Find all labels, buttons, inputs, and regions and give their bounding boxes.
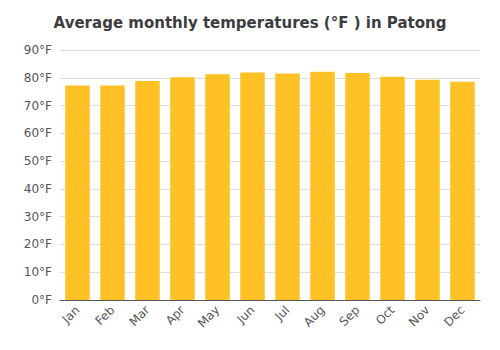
svg-text:0°F: 0°F: [31, 293, 52, 307]
svg-text:70°F: 70°F: [24, 99, 52, 113]
svg-text:Apr: Apr: [163, 303, 188, 328]
svg-text:20°F: 20°F: [24, 237, 52, 251]
svg-text:Jul: Jul: [272, 303, 293, 324]
svg-text:50°F: 50°F: [24, 154, 52, 168]
svg-text:Oct: Oct: [373, 303, 398, 328]
svg-text:Dec: Dec: [441, 303, 467, 329]
svg-text:40°F: 40°F: [24, 182, 52, 196]
svg-text:Feb: Feb: [93, 303, 118, 328]
svg-text:May: May: [195, 303, 222, 330]
svg-text:Nov: Nov: [406, 303, 432, 329]
svg-text:Aug: Aug: [301, 303, 327, 329]
svg-text:90°F: 90°F: [24, 43, 52, 57]
svg-text:Mar: Mar: [127, 303, 153, 329]
svg-text:10°F: 10°F: [24, 265, 52, 279]
svg-text:Sep: Sep: [337, 303, 363, 329]
svg-text:60°F: 60°F: [24, 126, 52, 140]
svg-text:Average monthly temperatures (: Average monthly temperatures (°F ) in Pa…: [54, 14, 447, 32]
svg-text:30°F: 30°F: [24, 210, 52, 224]
svg-text:Jun: Jun: [234, 303, 258, 327]
svg-text:Jan: Jan: [59, 303, 83, 327]
svg-text:80°F: 80°F: [24, 71, 52, 85]
